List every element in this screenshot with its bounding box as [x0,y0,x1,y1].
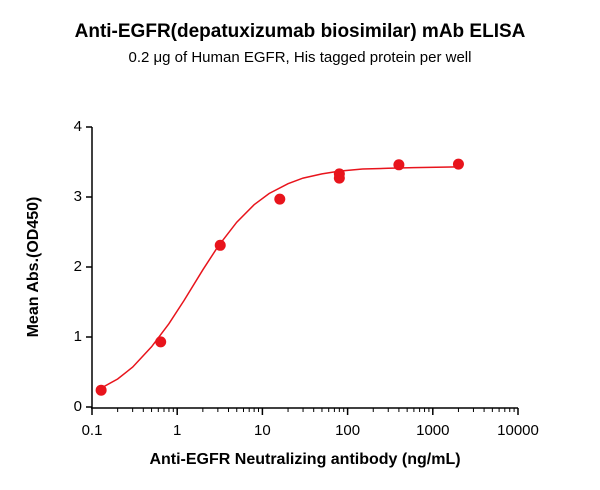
data-point [333,168,345,180]
x-tick-label: 100 [335,422,360,439]
y-tick-label: 2 [74,258,82,275]
data-point [274,193,286,205]
x-tick-label: 0.1 [82,422,103,439]
x-axis-label: Anti-EGFR Neutralizing antibody (ng/mL) [149,451,460,468]
data-point [393,159,405,171]
chart-title: Anti-EGFR(depatuxizumab biosimilar) mAb … [75,21,526,42]
y-tick-label: 0 [74,398,82,415]
y-axis-label: Mean Abs.(OD450) [25,197,42,338]
fit-curve [100,166,459,389]
data-point [155,336,167,348]
x-tick-label: 1 [173,422,181,439]
chart-subtitle: 0.2 μg of Human EGFR, His tagged protein… [129,49,472,66]
y-tick-label: 3 [74,188,82,205]
data-point [452,158,464,170]
x-tick-label: 10 [254,422,271,439]
y-tick-label: 4 [74,118,82,135]
data-point [95,384,107,396]
x-tick-label: 10000 [497,422,539,439]
y-tick-label: 1 [74,328,82,345]
data-point [214,239,226,251]
x-tick-label: 1000 [416,422,449,439]
